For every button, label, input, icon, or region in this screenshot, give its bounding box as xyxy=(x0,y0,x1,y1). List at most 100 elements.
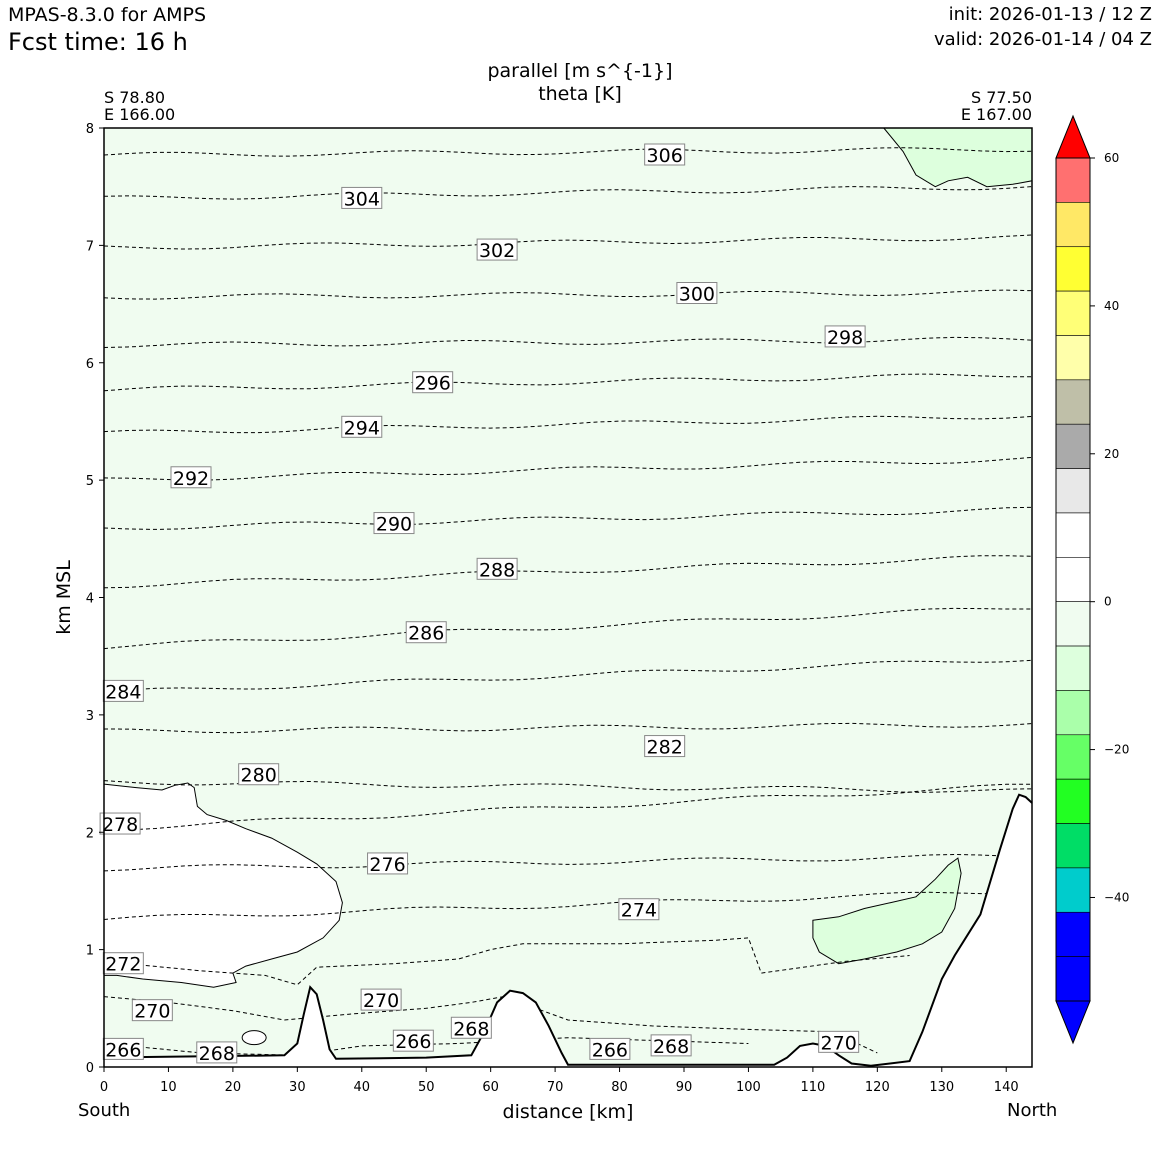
x-tick-label: 130 xyxy=(929,1080,954,1095)
shading-weak-negative-mid-right xyxy=(812,857,962,965)
colorbar-tick-label: 60 xyxy=(1104,151,1119,165)
colorbar-segment xyxy=(1055,379,1091,425)
theta-label-272: 272 xyxy=(102,952,144,976)
theta-label-282: 282 xyxy=(644,735,686,759)
theta-label-box xyxy=(392,1029,434,1052)
theta-label-box xyxy=(644,143,686,166)
colorbar-tick-label: 40 xyxy=(1104,299,1119,313)
theta-label-278: 278 xyxy=(99,812,141,836)
x-tick-label: 100 xyxy=(736,1080,761,1095)
x-tick-label: 120 xyxy=(865,1080,890,1095)
theta-label-text: 268 xyxy=(653,1036,689,1058)
theta-label-box xyxy=(450,1016,492,1039)
theta-contour-line xyxy=(103,147,1033,157)
axes: 0 10 20 30 40 50 60 70 80 90 100 110 120 130 140 0 1 2 3 4 5… xyxy=(53,122,1033,1123)
theta-label-box xyxy=(476,238,518,261)
theta-label-text: 302 xyxy=(479,240,515,262)
right-endpoint-coords: S 77.50 E 167.00 xyxy=(961,89,1032,123)
theta-label-text: 296 xyxy=(415,373,451,395)
x-tick-label: 20 xyxy=(225,1080,242,1095)
theta-label-box xyxy=(238,763,280,786)
theta-contour-line xyxy=(103,607,1032,650)
theta-label-text: 266 xyxy=(592,1039,628,1061)
colorbar-segment xyxy=(1055,734,1091,780)
x-tick-label: 80 xyxy=(611,1080,628,1095)
theta-label-286: 286 xyxy=(405,621,447,645)
theta-label-box xyxy=(341,186,383,209)
theta-label-text: 280 xyxy=(241,765,277,787)
colorbar-frame xyxy=(1055,157,1091,1002)
south-end-label: South xyxy=(78,1100,131,1121)
right-endpoint-lat: S 77.50 xyxy=(970,88,1032,107)
theta-label-box xyxy=(818,1030,860,1053)
theta-label-284: 284 xyxy=(102,679,144,703)
x-tick-label: 10 xyxy=(160,1080,177,1095)
x-tick-label: 60 xyxy=(482,1080,499,1095)
theta-contour-line xyxy=(103,783,1033,831)
x-tick-label: 110 xyxy=(800,1080,825,1095)
y-axis-label: km MSL xyxy=(53,560,75,635)
chart-subtitle: theta [K] xyxy=(538,83,622,105)
theta-label-text: 270 xyxy=(363,990,399,1012)
theta-label-box xyxy=(170,466,212,489)
colorbar-segment xyxy=(1055,911,1091,957)
theta-contour-line xyxy=(103,186,1033,200)
theta-label-text: 274 xyxy=(621,900,657,922)
terrain-outline xyxy=(103,793,1033,1067)
theta-label-292: 292 xyxy=(170,466,212,490)
y-tick-label: 3 xyxy=(86,709,94,724)
colorbar-segment xyxy=(1055,867,1091,913)
colorbar-segment xyxy=(1055,423,1091,469)
theta-label-270: 270 xyxy=(818,1030,860,1054)
colorbar-segment xyxy=(1055,956,1091,1002)
colorbar-extend-max xyxy=(1055,114,1091,159)
x-tick-label: 140 xyxy=(994,1080,1019,1095)
theta-contour-line xyxy=(103,289,1033,300)
theta-contours xyxy=(103,147,1033,1056)
x-axis-label: distance [km] xyxy=(503,1101,634,1123)
right-endpoint-lon: E 167.00 xyxy=(960,105,1032,124)
theta-label-box xyxy=(367,852,409,875)
north-end-label: North xyxy=(1007,1100,1058,1121)
colorbar-segment xyxy=(1055,690,1091,736)
theta-label-298: 298 xyxy=(824,325,866,349)
theta-label-268: 268 xyxy=(196,1041,238,1065)
theta-label-box xyxy=(412,371,454,394)
y-tick-label: 0 xyxy=(86,1061,94,1076)
theta-label-text: 294 xyxy=(344,417,380,439)
theta-label-text: 292 xyxy=(173,468,209,490)
theta-label-box xyxy=(373,512,415,535)
theta-contour-line xyxy=(103,456,1033,481)
theta-label-text: 298 xyxy=(827,327,863,349)
theta-label-text: 304 xyxy=(344,188,380,210)
theta-label-text: 272 xyxy=(105,954,141,976)
terrain-fill xyxy=(104,794,1032,1067)
colorbar-segment xyxy=(1055,557,1091,602)
colorbar-segment xyxy=(1055,601,1091,647)
theta-label-box xyxy=(676,281,718,304)
theta-label-268: 268 xyxy=(450,1016,492,1040)
colorbar-segment xyxy=(1055,512,1091,558)
theta-label-280: 280 xyxy=(238,763,280,787)
y-tick-label: 8 xyxy=(86,122,94,137)
x-tick-label: 70 xyxy=(547,1080,564,1095)
theta-label-302: 302 xyxy=(476,238,518,262)
theta-label-text: 282 xyxy=(647,737,683,759)
theta-contour-line xyxy=(103,722,1033,734)
colorbar-segment xyxy=(1055,202,1091,248)
terrain-layer xyxy=(103,793,1033,1067)
valid-time-label: valid: 2026-01-14 / 04 Z xyxy=(934,29,1152,50)
theta-label-text: 276 xyxy=(369,854,405,876)
colorbar-segment xyxy=(1055,468,1091,514)
left-endpoint-coords: S 78.80 E 166.00 xyxy=(104,89,175,123)
y-tick-label: 6 xyxy=(86,357,94,372)
theta-contour-line xyxy=(103,336,1033,348)
theta-label-box xyxy=(644,735,686,758)
theta-label-268: 268 xyxy=(650,1034,692,1058)
colorbar-segment xyxy=(1055,778,1091,824)
theta-label-text: 268 xyxy=(453,1018,489,1040)
model-title: MPAS-8.3.0 for AMPS xyxy=(8,4,207,26)
theta-label-294: 294 xyxy=(341,415,383,439)
colorbar-segment xyxy=(1055,335,1091,381)
theta-label-text: 300 xyxy=(679,283,715,305)
